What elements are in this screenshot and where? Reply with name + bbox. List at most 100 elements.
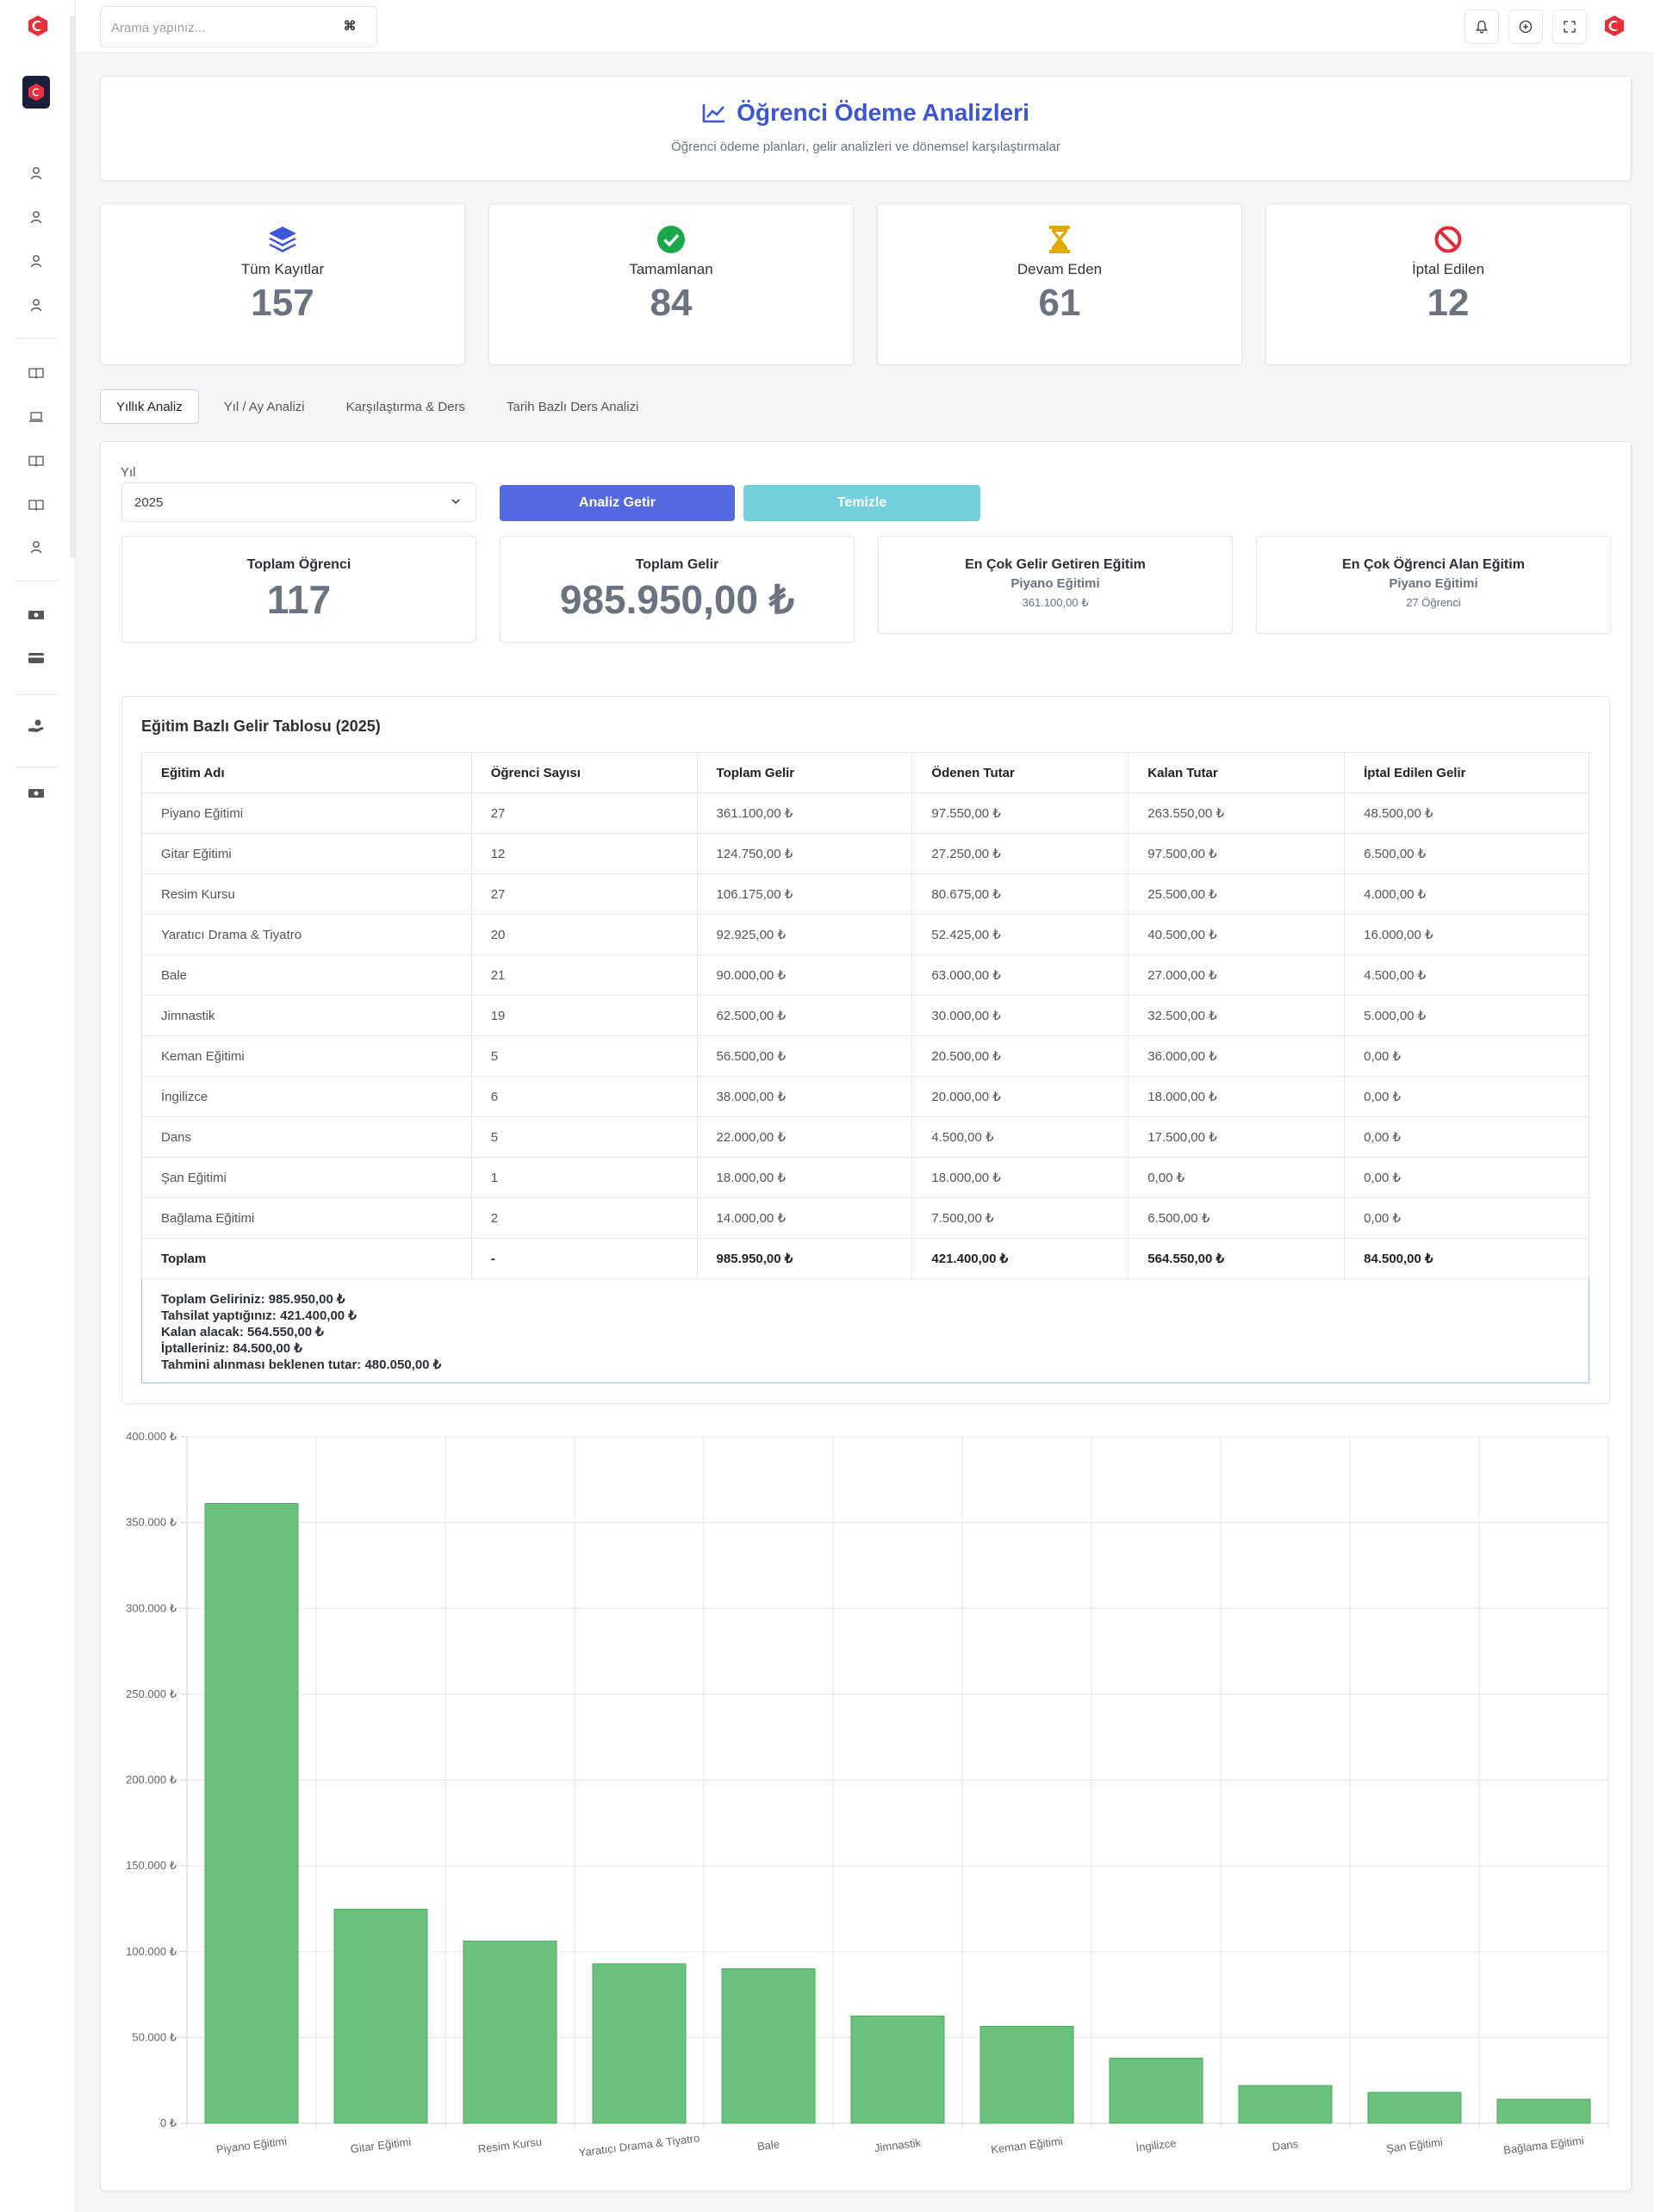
column-header[interactable]: İptal Edilen Gelir	[1344, 752, 1589, 793]
table-cell: 5	[470, 1116, 698, 1158]
table-cell: 25.500,00 ₺	[1128, 873, 1346, 915]
sidebar-item-money[interactable]	[27, 606, 46, 624]
table-row: Piyano Eğitimi 27 361.100,00 ₺ 97.550,00 ₺ 2…	[141, 792, 1589, 834]
table-cell: 36.000,00 ₺	[1128, 1035, 1346, 1077]
sidebar-item-hand-coin[interactable]	[27, 717, 46, 736]
summary-line-collected: Tahsilat yaptığınız: 421.400,00 ₺	[161, 1308, 357, 1323]
table-cell: 6.500,00 ₺	[1344, 833, 1589, 874]
page-title-wrap: Öğrenci Ödeme Analizleri	[702, 99, 1029, 127]
sidebar-item-money-2[interactable]	[27, 784, 46, 803]
clear-button[interactable]: Temizle	[743, 485, 980, 521]
table-row: Keman Eğitimi 5 56.500,00 ₺ 20.500,00 ₺ 36.0…	[141, 1035, 1589, 1077]
table-row: Dans 5 22.000,00 ₺ 4.500,00 ₺ 17.500,00 ₺ 0,0…	[141, 1116, 1589, 1158]
command-key-icon[interactable]: ⌘	[343, 19, 357, 34]
bar	[463, 1940, 557, 2124]
table-cell: 52.425,00 ₺	[911, 914, 1129, 955]
add-button[interactable]	[1508, 9, 1543, 44]
table-cell: 20.500,00 ₺	[911, 1035, 1129, 1077]
stat-card-all: Tüm Kayıtlar 157	[100, 203, 465, 365]
sidebar-item-user-3[interactable]	[27, 252, 46, 270]
y-tick-label: 300.000 ₺	[126, 1601, 177, 1614]
top-income-course: Piyano Eğitimi	[1010, 576, 1100, 591]
user-icon	[30, 211, 42, 224]
sidebar-divider	[16, 338, 59, 339]
book-open-icon	[28, 500, 44, 511]
bar	[1109, 2057, 1203, 2124]
search-input[interactable]	[111, 17, 326, 38]
user-icon	[30, 255, 42, 268]
stat-card-cancelled: İptal Edilen 12	[1265, 203, 1631, 365]
table-cell: 0,00 ₺	[1344, 1197, 1589, 1239]
table-cell: Şan Eğitimi	[141, 1157, 472, 1198]
table-cell: Dans	[141, 1116, 472, 1158]
tab-year-month[interactable]: Yıl / Ay Analizi	[223, 400, 305, 414]
book-open-icon	[28, 368, 44, 379]
sidebar-item-book-3[interactable]	[27, 495, 46, 514]
table-cell: Jimnastik	[141, 995, 472, 1036]
app-logo[interactable]	[22, 76, 50, 109]
summary-line-expected: Tahmini alınması beklenen tutar: 480.050…	[161, 1358, 442, 1372]
search-box[interactable]: ⌘	[100, 6, 377, 47]
column-header[interactable]: Kalan Tutar	[1128, 752, 1346, 793]
bell-icon	[1476, 20, 1488, 34]
table-cell: 4.000,00 ₺	[1344, 873, 1589, 915]
total-income-label: Toplam Gelir	[635, 557, 719, 572]
user-brand-logo[interactable]	[1602, 14, 1626, 38]
notifications-button[interactable]	[1464, 9, 1499, 44]
table-cell: Resim Kursu	[141, 873, 472, 915]
column-header[interactable]: Ödenen Tutar	[911, 752, 1129, 793]
total-students-card: Toplam Öğrenci 117	[121, 536, 476, 643]
top-students-label: En Çok Öğrenci Alan Eğitim	[1342, 557, 1525, 572]
x-tick-label: Bağlama Eğitimi	[1502, 2134, 1584, 2156]
stat-label: İptal Edilen	[1411, 261, 1485, 277]
sidebar-item-laptop[interactable]	[27, 407, 46, 426]
table-cell: 6	[470, 1076, 698, 1117]
sidebar-item-user-5[interactable]	[27, 537, 46, 556]
bar	[592, 1963, 687, 2124]
table-cell: 56.500,00 ₺	[696, 1035, 913, 1077]
sidebar-item-book-2[interactable]	[27, 451, 46, 470]
brand-logo[interactable]	[26, 14, 50, 38]
table-cell: 1	[470, 1157, 698, 1198]
table-cell: 18.000,00 ₺	[696, 1157, 913, 1198]
user-icon	[30, 167, 42, 180]
tab-yearly[interactable]: Yıllık Analiz	[100, 389, 199, 424]
table-cell: 20	[470, 914, 698, 955]
total-students-label: Toplam Öğrenci	[246, 557, 351, 572]
table-cell: 361.100,00 ₺	[696, 792, 913, 834]
table-cell: 22.000,00 ₺	[696, 1116, 913, 1158]
sidebar-item-user-4[interactable]	[27, 295, 46, 314]
column-header[interactable]: Toplam Gelir	[696, 752, 913, 793]
year-select[interactable]: 2025	[121, 482, 476, 522]
tab-comparison[interactable]: Karşılaştırma & Ders	[345, 400, 466, 414]
sidebar-item-card[interactable]	[27, 649, 46, 668]
table-row: Yaratıcı Drama & Tiyatro 20 92.925,00 ₺ 52.…	[141, 914, 1589, 955]
table-cell: 5	[470, 1035, 698, 1077]
chevron-down-icon	[451, 499, 460, 505]
table-cell: 27.000,00 ₺	[1128, 954, 1346, 996]
sidebar-scrollbar[interactable]	[70, 16, 75, 558]
column-header[interactable]: Eğitim Adı	[141, 752, 472, 793]
bar	[1238, 2085, 1333, 2124]
fullscreen-button[interactable]	[1552, 9, 1587, 44]
top-income-card: En Çok Gelir Getiren Eğitim Piyano Eğiti…	[878, 536, 1233, 634]
analyze-button[interactable]: Analiz Getir	[500, 485, 735, 521]
table-cell: 27	[470, 792, 698, 834]
y-tick-label: 0 ₺	[160, 2116, 177, 2129]
table-cell: Bale	[141, 954, 472, 996]
total-cell: -	[470, 1238, 698, 1279]
income-bar-chart: 0 ₺ 50.000 ₺ 100.000 ₺ 150.000 ₺ 200.000 ₺ 25…	[121, 1426, 1610, 2175]
money-bill-icon	[28, 789, 44, 798]
sidebar-item-user-2[interactable]	[27, 208, 46, 227]
table-cell: 2	[470, 1197, 698, 1239]
tab-date-based[interactable]: Tarih Bazlı Ders Analizi	[507, 400, 639, 414]
table-cell: 90.000,00 ₺	[696, 954, 913, 996]
credit-card-icon	[28, 653, 44, 663]
column-header[interactable]: Öğrenci Sayısı	[470, 752, 698, 793]
sidebar-item-user-1[interactable]	[27, 164, 46, 183]
table-cell: 0,00 ₺	[1344, 1116, 1589, 1158]
page-title: Öğrenci Ödeme Analizleri	[737, 99, 1029, 126]
table-cell: 38.000,00 ₺	[696, 1076, 913, 1117]
total-income-card: Toplam Gelir 985.950,00 ₺	[500, 536, 855, 643]
sidebar-item-book-1[interactable]	[27, 363, 46, 382]
